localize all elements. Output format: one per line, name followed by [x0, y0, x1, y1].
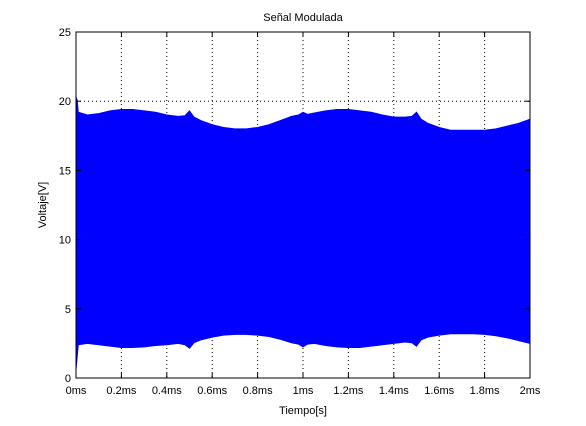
signal-envelope-area [75, 96, 531, 370]
y-tick-label: 0 [65, 373, 71, 385]
chart-title: Señal Modulada [263, 12, 343, 24]
x-tick-label: 0.4ms [152, 385, 182, 397]
x-tick-label: 1.8ms [470, 385, 500, 397]
tick-marks [75, 31, 531, 379]
x-tick-label: 1.6ms [424, 385, 454, 397]
x-tick-labels: 0ms 0.2ms 0.4ms 0.6ms 0.8ms 1ms 1.2ms 1.4ms 1.6m… [66, 385, 541, 397]
y-tick-labels: 0 5 10 15 20 25 [59, 27, 71, 385]
x-tick-label: 2ms [520, 385, 541, 397]
x-tick-label: 0.8ms [243, 385, 273, 397]
y-tick-label: 5 [65, 304, 71, 316]
x-tick-label: 1.4ms [379, 385, 409, 397]
y-tick-label: 20 [59, 96, 71, 108]
series-layer [75, 96, 531, 370]
x-tick-label: 0ms [66, 385, 87, 397]
x-tick-label: 1ms [293, 385, 314, 397]
x-tick-label: 0.2ms [106, 385, 136, 397]
y-tick-label: 10 [59, 235, 71, 247]
y-axis-label: Voltaje[V] [37, 182, 49, 228]
x-tick-label: 0.6ms [197, 385, 227, 397]
y-tick-label: 15 [59, 165, 71, 177]
x-tick-label: 1.2ms [333, 385, 363, 397]
y-tick-label: 25 [59, 27, 71, 39]
x-axis-label: Tiempo[s] [279, 405, 327, 417]
